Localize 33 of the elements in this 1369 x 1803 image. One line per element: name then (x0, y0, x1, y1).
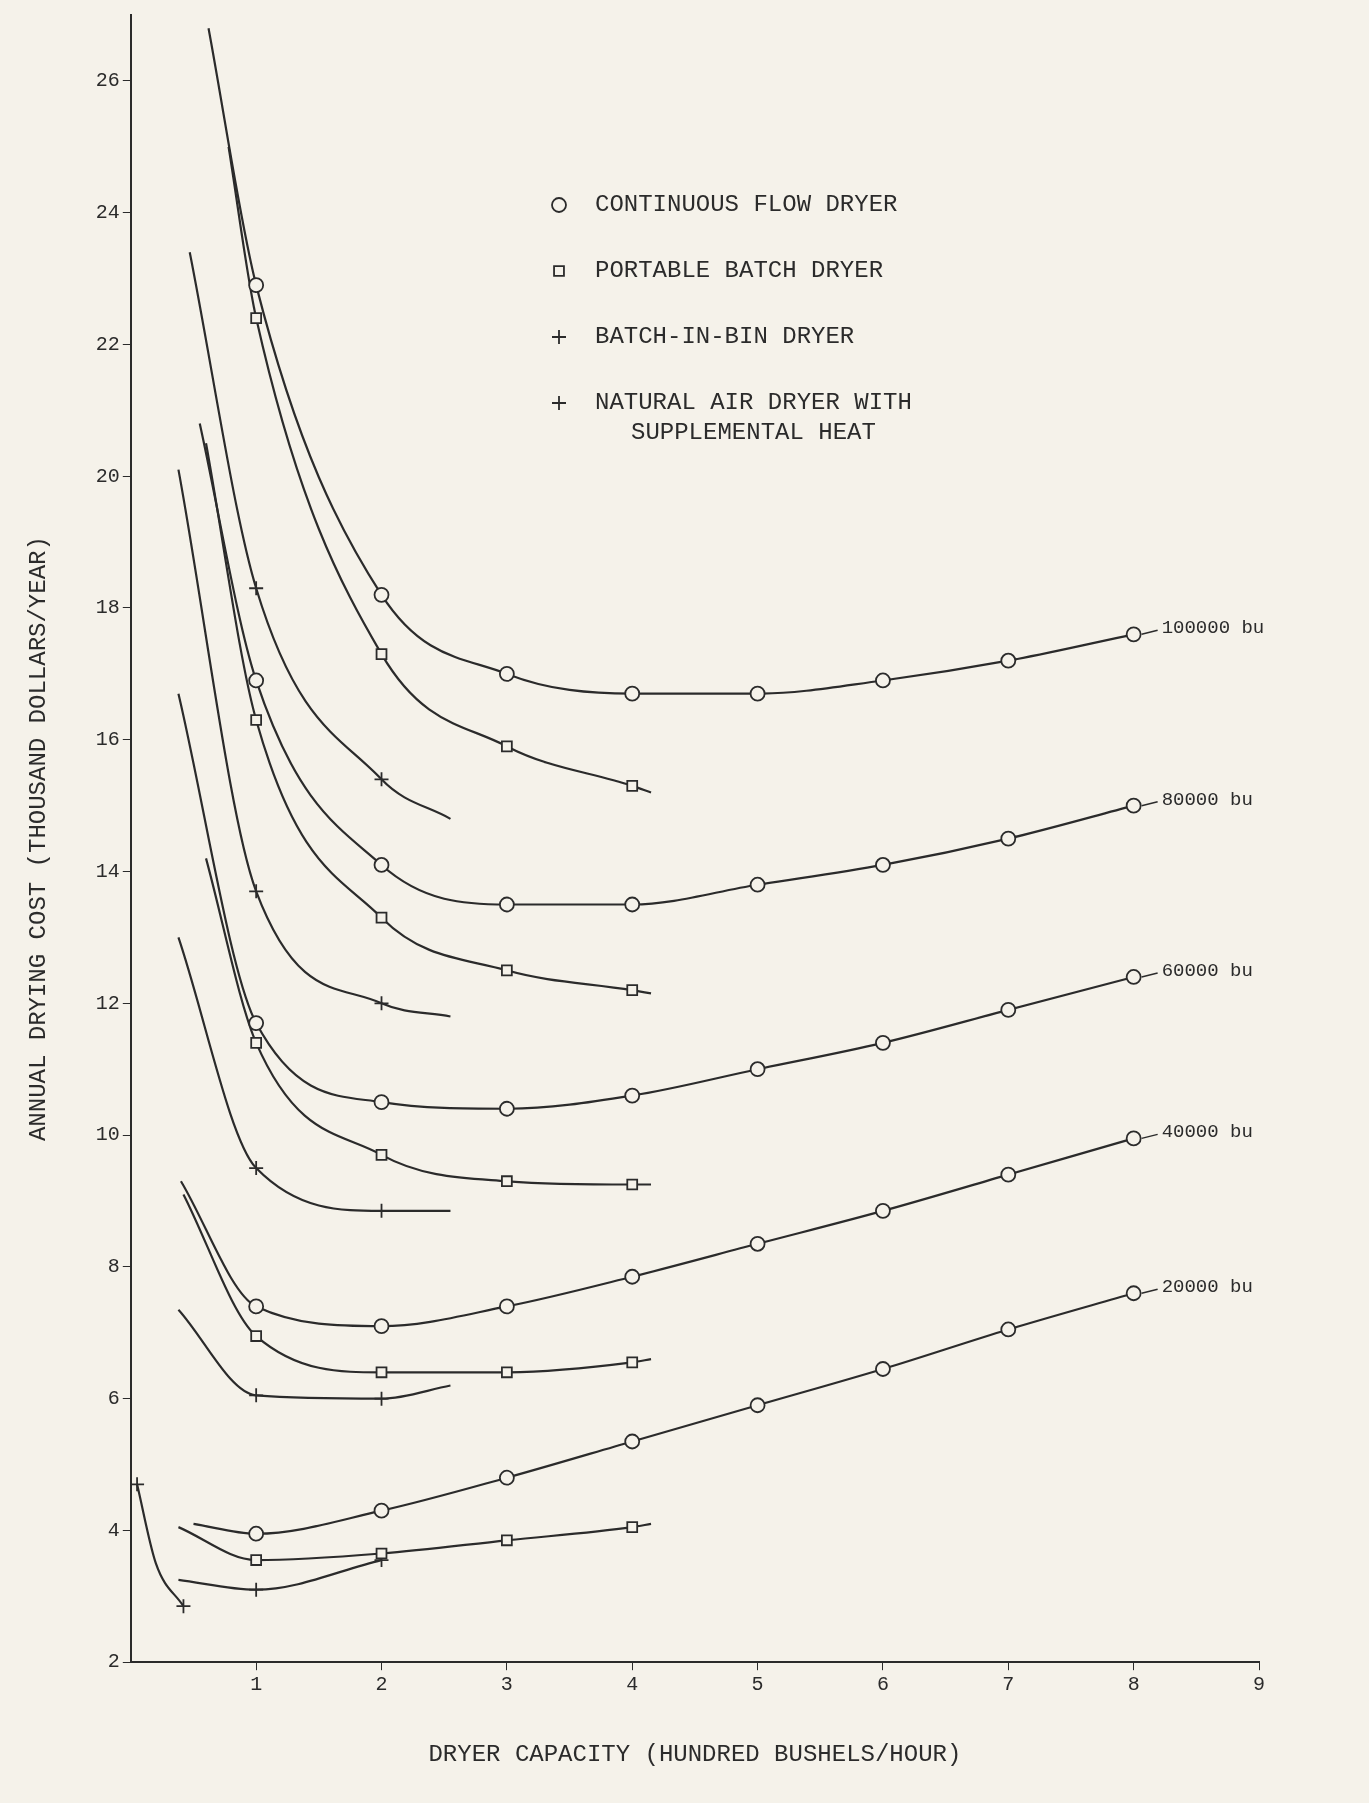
y-tick-label: 2 (107, 1650, 120, 1674)
x-tick-label: 6 (876, 1673, 889, 1697)
legend-label: BATCH-IN-BIN DRYER (595, 323, 855, 351)
annotation: 100000 bu (1161, 617, 1265, 640)
x-tick-label: 3 (500, 1673, 513, 1697)
y-tick-label: 16 (95, 728, 120, 752)
x-tick-label: 2 (375, 1673, 388, 1697)
x-tick-label: 1 (250, 1673, 263, 1697)
x-tick-label: 8 (1127, 1673, 1140, 1697)
y-axis-title: ANNUAL DRYING COST (THOUSAND DOLLARS/YEAR) (24, 536, 52, 1142)
y-tick-label: 22 (95, 332, 120, 356)
y-tick-label: 20 (95, 464, 120, 488)
legend-label: CONTINUOUS FLOW DRYER (595, 191, 898, 219)
y-tick-label: 24 (95, 200, 120, 224)
y-tick-label: 10 (95, 1123, 120, 1147)
y-tick-label: 4 (107, 1518, 120, 1542)
y-tick-label: 18 (95, 596, 120, 620)
x-axis-title: DRYER CAPACITY (HUNDRED BUSHELS/HOUR) (428, 1740, 962, 1768)
annotation: 80000 bu (1161, 788, 1253, 811)
annotation: 60000 bu (1161, 960, 1253, 982)
annotation: 20000 bu (1161, 1276, 1253, 1299)
x-tick-label: 9 (1252, 1673, 1266, 1697)
y-tick-label: 12 (95, 991, 120, 1015)
y-tick-label: 8 (107, 1255, 120, 1279)
x-tick-label: 7 (1002, 1673, 1015, 1697)
annotation: 40000 bu (1161, 1121, 1253, 1144)
y-tick-label: 14 (95, 859, 120, 883)
legend-label: NATURAL AIR DRYER WITH SUPPLEMENTAL HEAT (595, 389, 912, 447)
legend-label: PORTABLE BATCH DRYER (595, 257, 884, 285)
x-tick-label: 4 (626, 1673, 639, 1697)
y-tick-label: 26 (95, 69, 120, 93)
x-tick-label: 5 (751, 1673, 764, 1697)
y-tick-label: 6 (107, 1386, 120, 1410)
